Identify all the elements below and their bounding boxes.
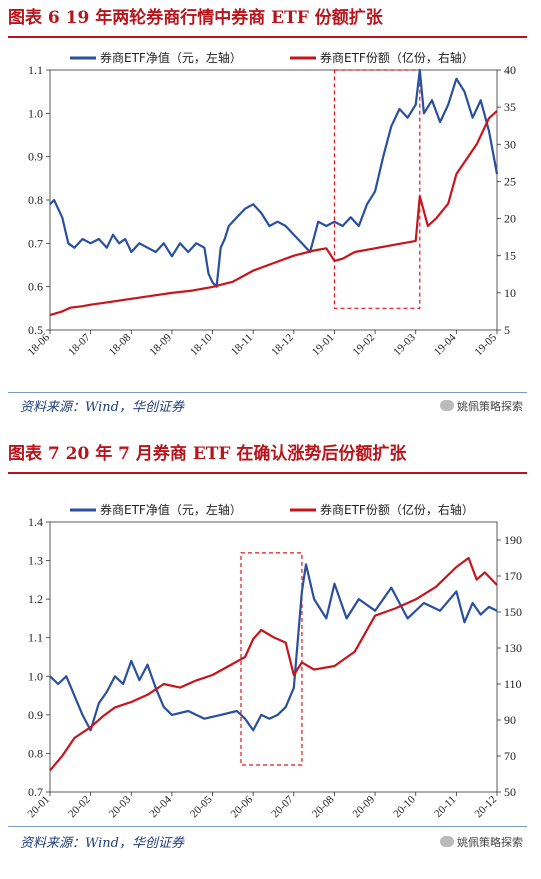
figure-7-title-rule	[8, 472, 527, 474]
right-tick-label: 150	[504, 605, 522, 619]
left-tick-label: 0.9	[28, 150, 43, 164]
figure-7-chart: 0.7 0.8 0.9 1.0 1.1 1.2 1.3 1.4 50 70 90 110 130 150 1…	[25, 502, 522, 821]
x-tick-label: 19-04	[432, 331, 459, 358]
wechat-icon	[440, 400, 454, 411]
watermark-text: 姚佩策略探索	[457, 836, 523, 849]
x-tick-label: 19-05	[472, 331, 499, 358]
figure-7-title: 图表 7 20 年 7 月券商 ETF 在确认涨势后份额扩张	[8, 444, 407, 464]
left-tick-label: 0.8	[28, 193, 43, 207]
figure-6-title-rule	[8, 36, 527, 38]
x-tick-label: 20-09	[351, 793, 378, 820]
right-tick-label: 170	[504, 569, 522, 583]
plot-frame	[49, 69, 498, 331]
figure-6-title: 图表 6 19 年两轮券商行情中券商 ETF 份额扩张	[8, 8, 383, 28]
x-tick-label: 20-12	[472, 794, 499, 821]
left-tick-label: 0.5	[28, 323, 43, 337]
right-tick-label: 20	[504, 212, 516, 226]
right-tick-label: 30	[504, 137, 516, 151]
figure-7-source-rule	[8, 826, 527, 827]
legend-label: 券商ETF份额（亿份，右轴）	[320, 502, 474, 517]
left-tick-label: 1.1	[28, 631, 43, 645]
left-tick-label: 0.7	[28, 236, 43, 250]
x-tick-label: 20-05	[188, 793, 215, 820]
legend-label: 券商ETF净值（元，左轴）	[100, 502, 242, 517]
right-tick-label: 10	[504, 286, 516, 300]
legend-label: 券商ETF份额（亿份，右轴）	[320, 50, 474, 65]
left-tick-label: 0.6	[28, 280, 43, 294]
right-tick-label: 70	[504, 749, 516, 763]
x-tick-label: 20-03	[107, 793, 134, 820]
x-tick-label: 20-04	[147, 793, 174, 820]
x-tick-label: 20-07	[269, 793, 296, 820]
plot-frame	[49, 521, 498, 793]
left-tick-label: 0.9	[28, 708, 43, 722]
right-tick-label: 110	[504, 677, 522, 691]
watermark-text: 姚佩策略探索	[457, 400, 523, 413]
highlight-box	[333, 69, 421, 309]
highlight-box	[240, 552, 303, 766]
legend-label: 券商ETF净值（元，左轴）	[100, 50, 242, 65]
left-tick-label: 1.2	[28, 592, 43, 606]
x-tick-label: 20-02	[66, 794, 93, 821]
figure-7: 图表 7 20 年 7 月券商 ETF 在确认涨势后份额扩张 0.7 0.8 0.9…	[0, 430, 541, 879]
nav-series-line	[49, 563, 498, 732]
left-tick-label: 0.7	[28, 785, 43, 799]
share-series-line	[49, 110, 498, 317]
left-tick-label: 1.0	[28, 669, 43, 683]
figure-6-watermark: 姚佩策略探索	[440, 398, 523, 414]
right-tick-label: 40	[504, 63, 516, 77]
x-tick-label: 18-12	[269, 332, 296, 359]
right-tick-label: 15	[504, 249, 516, 263]
x-tick-label: 20-10	[391, 793, 418, 820]
right-tick-label: 190	[504, 533, 522, 547]
right-tick-label: 130	[504, 641, 522, 655]
x-tick-label: 19-01	[310, 332, 337, 359]
left-tick-label: 1.0	[28, 106, 43, 120]
x-tick-label: 19-02	[351, 332, 378, 359]
x-tick-label: 18-11	[229, 332, 255, 358]
left-tick-label: 0.8	[28, 746, 43, 760]
left-tick-label: 1.1	[28, 63, 43, 77]
share-series-line	[49, 556, 498, 772]
x-tick-label: 19-03	[391, 331, 418, 358]
right-tick-label: 25	[504, 174, 516, 188]
right-tick-label: 35	[504, 100, 516, 114]
figure-6: 图表 6 19 年两轮券商行情中券商 ETF 份额扩张 0.5 0.6 0.7 0.8…	[0, 0, 541, 430]
figure-6-chart: 0.5 0.6 0.7 0.8 0.9 1.0 1.1 5 10 15 20 25 30 35 40 18-0…	[25, 50, 516, 359]
figure-6-source-rule	[8, 392, 527, 393]
x-tick-label: 20-11	[432, 794, 458, 820]
right-tick-label: 90	[504, 713, 516, 727]
wechat-icon	[440, 836, 454, 847]
x-tick-label: 18-10	[188, 331, 215, 358]
figure-7-source: 资料来源：Wind，华创证券	[20, 836, 184, 851]
figure-6-source: 资料来源：Wind，华创证券	[20, 400, 184, 415]
x-tick-label: 18-08	[107, 331, 134, 358]
left-tick-label: 1.3	[28, 554, 43, 568]
right-tick-label: 50	[504, 785, 516, 799]
right-tick-label: 5	[504, 323, 510, 337]
x-tick-label: 20-08	[310, 793, 337, 820]
nav-series-line	[49, 68, 499, 288]
x-tick-label: 18-09	[147, 331, 174, 358]
left-tick-label: 1.4	[28, 515, 43, 529]
x-tick-label: 18-07	[66, 331, 93, 358]
x-tick-label: 20-06	[229, 793, 256, 820]
figure-7-watermark: 姚佩策略探索	[440, 834, 523, 850]
